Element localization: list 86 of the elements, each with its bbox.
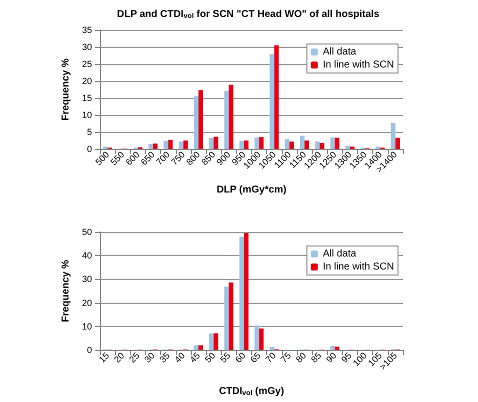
x-tick-label: 35: [158, 350, 172, 365]
y-tick-label: 30: [82, 42, 92, 52]
bar: [304, 140, 310, 149]
x-tick-label: 650: [138, 149, 157, 168]
bar: [320, 142, 324, 149]
bar: [228, 282, 234, 350]
x-tick-label: 45: [188, 350, 202, 365]
bar: [209, 138, 214, 149]
x-tick-label: 65: [248, 350, 263, 365]
bar: [168, 140, 173, 149]
bar: [330, 137, 335, 149]
x-tick-label: 500: [93, 149, 112, 168]
bar: [334, 138, 340, 149]
bar: [244, 140, 248, 149]
x-axis-title: DLP (mGy*cm): [216, 184, 286, 196]
x-tick-label: 15: [96, 350, 112, 365]
legend-label: In line with SCN: [322, 60, 394, 70]
bar: [390, 122, 396, 149]
y-tick-label: 5: [86, 127, 92, 137]
bar: [214, 333, 218, 350]
bar: [224, 286, 229, 350]
bar: [214, 136, 218, 149]
x-tick-label: 600: [124, 149, 142, 168]
bar: [274, 45, 279, 149]
bar: [289, 142, 294, 149]
x-tick-label: 55: [218, 350, 232, 365]
x-tick-label: 90: [324, 350, 338, 365]
bar: [259, 137, 264, 149]
bar: [270, 54, 274, 149]
y-axis-title: Frequency %: [60, 260, 72, 322]
bar: [178, 142, 184, 149]
legend-label: All data: [322, 248, 357, 260]
bar: [244, 232, 248, 350]
bar: [270, 346, 274, 350]
x-tick-label: 70: [264, 350, 278, 365]
bar: [254, 325, 260, 350]
bar: [164, 140, 168, 149]
bar: [259, 328, 264, 350]
x-tick-label: 750: [169, 149, 187, 168]
y-axis-title: Frequency %: [60, 58, 72, 121]
bar: [198, 345, 204, 350]
bar: [228, 84, 234, 149]
bar: [224, 90, 229, 149]
y-tick-label: 0: [86, 345, 92, 355]
x-tick-label: 50: [203, 350, 218, 365]
bar: [153, 144, 158, 149]
y-tick-label: 0: [86, 144, 92, 154]
bar: [194, 96, 198, 149]
y-tick-label: 15: [82, 93, 92, 103]
bar: [198, 90, 204, 149]
bar: [239, 236, 244, 350]
bar: [209, 333, 214, 350]
x-tick-label: 20: [112, 350, 126, 365]
y-tick-label: 50: [82, 227, 92, 237]
bar: [300, 136, 305, 149]
y-tick-label: 35: [82, 25, 92, 35]
y-tick-label: 20: [82, 298, 92, 308]
bar: [395, 138, 400, 149]
bar: [183, 140, 188, 149]
bar: [194, 345, 198, 350]
bar: [239, 140, 244, 149]
x-tick-label: 80: [294, 350, 308, 365]
x-tick-label: 40: [172, 350, 187, 365]
x-tick-label: 900: [214, 149, 232, 168]
bar: [148, 144, 154, 149]
x-tick-label: 85: [309, 350, 324, 365]
bar: [254, 137, 260, 149]
x-tick-label: 75: [278, 350, 293, 365]
bar: [334, 346, 340, 350]
x-tick-label: 550: [108, 149, 126, 168]
y-tick-label: 20: [82, 76, 92, 86]
legend-label: In line with SCN: [322, 262, 394, 272]
y-tick-label: 10: [82, 110, 92, 120]
bar: [345, 146, 350, 149]
bar: [330, 346, 335, 350]
x-tick-label: 60: [233, 350, 248, 365]
y-tick-label: 10: [82, 321, 92, 332]
bar: [284, 139, 290, 149]
x-tick-label: 25: [127, 350, 142, 365]
x-tick-label: 700: [154, 149, 172, 168]
y-tick-label: 30: [82, 274, 92, 284]
legend-label: All data: [322, 46, 357, 58]
bar: [315, 142, 320, 149]
y-tick-label: 25: [82, 59, 92, 69]
x-tick-label: 30: [142, 350, 157, 365]
y-tick-label: 40: [82, 250, 92, 261]
